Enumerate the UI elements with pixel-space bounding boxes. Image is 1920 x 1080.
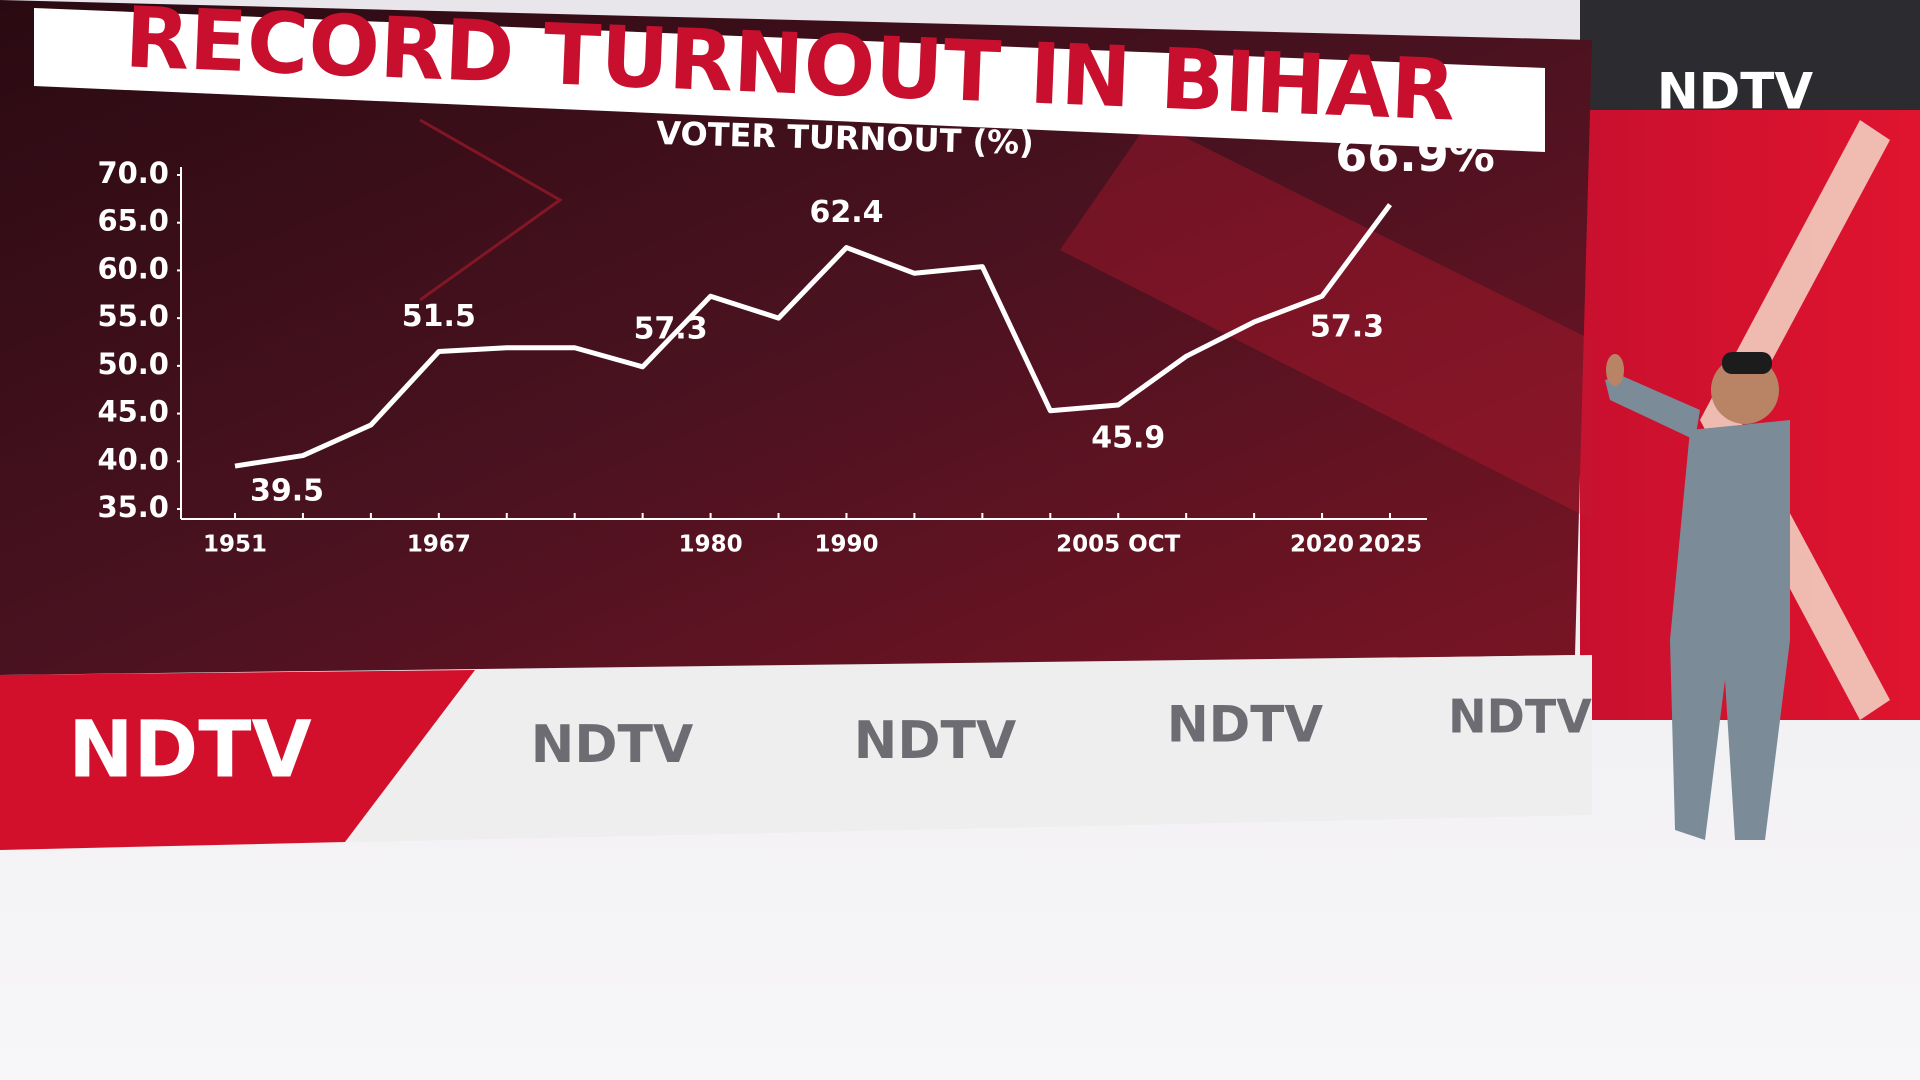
y-tick-label: 45.0 [97,395,169,429]
x-tick-label: 2020 [1290,532,1354,558]
x-tick-label: 2005 OCT [1056,532,1180,558]
band-logo: NDTV [531,715,693,775]
video-wall [0,0,1592,680]
title-banner [34,8,1545,152]
y-tick-label: 35.0 [97,490,169,524]
data-label: 57.3 [634,312,708,347]
screen-decor [419,118,563,302]
x-tick-label: 1990 [814,532,878,558]
data-label: 45.9 [1091,420,1165,455]
presenter [1605,352,1790,840]
x-tick-label: 1967 [407,532,471,558]
logo-band-red [0,670,475,850]
data-label: 62.4 [809,195,883,230]
data-label: 39.5 [250,474,324,509]
data-label: 51.5 [402,299,476,334]
screen-decor [1060,120,1592,520]
y-tick-label: 40.0 [97,442,169,476]
band-logo: NDTV [1167,696,1323,754]
y-tick-label: 65.0 [97,204,169,238]
x-tick-label: 2025 [1358,532,1422,558]
chart: 35.0 40.0 45.0 50.0 55.0 60.0 65.0 70.0 1951 1967… [97,128,1494,557]
band-logo: NDTV [1448,690,1592,744]
x-tick-label: 1951 [203,532,267,558]
data-label: 57.3 [1310,310,1384,345]
band-logo: NDTV [854,711,1016,771]
data-label: 66.9% [1335,128,1495,182]
y-tick-label: 60.0 [97,251,169,285]
ceiling [1580,0,1920,110]
y-tick-label: 70.0 [97,156,169,190]
band-logo: NDTV [68,705,312,795]
y-tick-label: 50.0 [97,347,169,381]
y-tick-label: 55.0 [97,299,169,333]
data-line [234,203,1393,469]
channel-logo: NDTV [1657,63,1813,121]
x-tick-label: 1980 [679,532,743,558]
